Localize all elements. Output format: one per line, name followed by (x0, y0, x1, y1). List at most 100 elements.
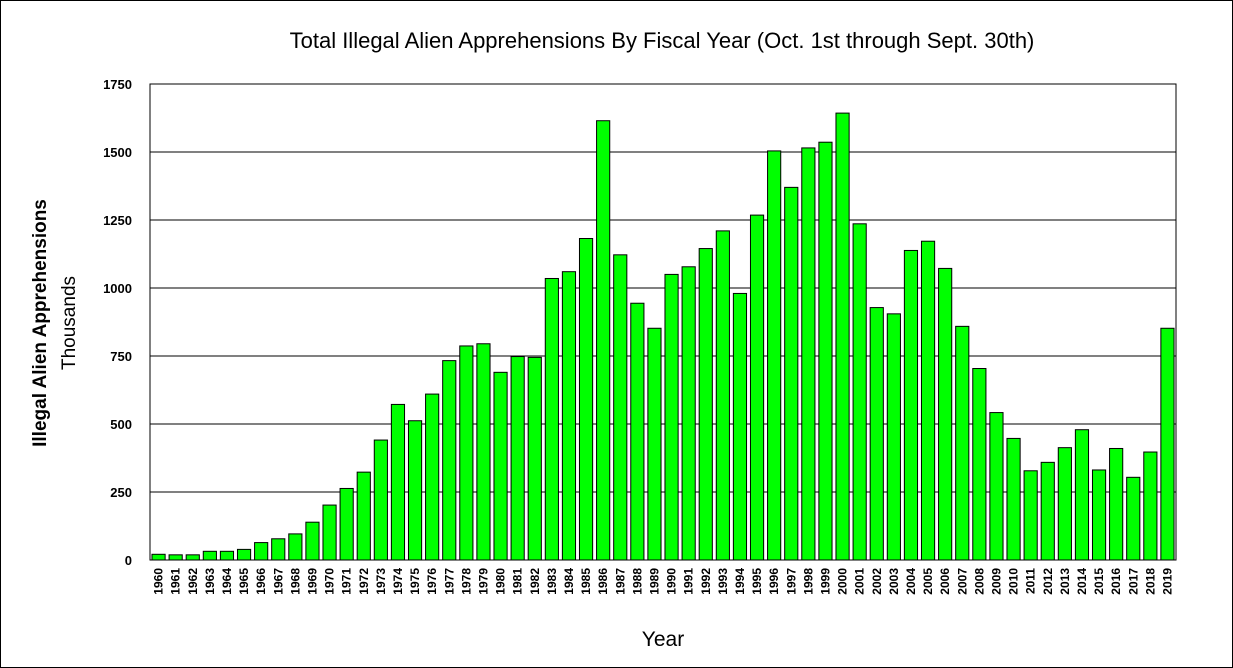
x-tick-label: 1961 (169, 568, 183, 595)
bar-1966 (254, 542, 269, 561)
bar-1975 (407, 420, 423, 561)
x-tick-labels: 1960 1961 1962 1963 1964 1965 1966 1967 1968 1969… (152, 568, 1175, 595)
x-tick-label: 1969 (305, 568, 319, 595)
x-tick-label: 1986 (596, 568, 610, 595)
bar-1992 (698, 248, 713, 561)
bar-2008 (972, 368, 987, 561)
x-tick-label: 2001 (853, 568, 867, 595)
bar-1990 (664, 273, 679, 561)
bar-1988 (630, 302, 645, 561)
x-tick-label: 1974 (391, 568, 405, 595)
bar-2015 (1091, 469, 1107, 561)
bar-2017 (1126, 476, 1141, 561)
x-tick-label: 1971 (340, 568, 354, 595)
x-tick-label: 2016 (1109, 568, 1123, 595)
bar-2010 (1006, 437, 1021, 561)
y-tick-label: 0 (125, 553, 132, 568)
bar-1980 (493, 371, 508, 561)
x-tick-label: 1987 (613, 568, 627, 595)
y-tick-label: 1000 (103, 281, 132, 296)
y-axis-label: Illegal Alien Apprehensions (30, 199, 51, 447)
y-tick-label: 750 (110, 349, 132, 364)
bar-1968 (288, 533, 303, 561)
bar-1989 (647, 327, 662, 561)
bar-1982 (527, 356, 542, 561)
bar-1964 (219, 550, 235, 561)
bar-1976 (425, 393, 440, 561)
bar-2001 (852, 223, 867, 561)
x-tick-label: 1989 (647, 568, 661, 595)
x-tick-label: 1973 (374, 568, 388, 595)
x-tick-label: 1985 (579, 568, 593, 595)
bar-1963 (202, 550, 217, 561)
bar-2002 (869, 307, 884, 561)
x-tick-label: 1980 (494, 568, 508, 595)
x-tick-label: 2005 (921, 568, 935, 595)
bar-1967 (271, 538, 286, 561)
bar-1974 (390, 403, 406, 561)
x-tick-label: 2012 (1041, 568, 1055, 595)
bar-1971 (339, 487, 354, 561)
bar-1995 (749, 214, 765, 561)
x-tick-label: 1967 (271, 568, 285, 595)
bar-1978 (459, 345, 474, 561)
x-tick-label: 2008 (972, 568, 986, 595)
bar-1997 (784, 186, 799, 561)
x-tick-label: 1995 (750, 568, 764, 595)
bar-1983 (544, 277, 559, 561)
x-tick-label: 1965 (237, 568, 251, 595)
y-tick-label: 1250 (103, 213, 132, 228)
x-tick-label: 1963 (203, 568, 217, 595)
bar-1987 (613, 254, 628, 561)
chart-title: Total Illegal Alien Apprehensions By Fis… (290, 28, 1035, 53)
x-tick-label: 2007 (955, 568, 969, 595)
x-tick-label: 1975 (408, 568, 422, 595)
bar-1981 (510, 356, 525, 561)
x-tick-label: 1984 (562, 568, 576, 595)
x-tick-label: 2018 (1143, 568, 1157, 595)
x-tick-label: 1968 (288, 568, 302, 595)
y-tick-label: 1750 (103, 77, 132, 92)
plot-area-border (149, 83, 1177, 561)
bar-1985 (578, 238, 594, 561)
bar-2011 (1023, 470, 1038, 561)
bar-2018 (1143, 451, 1158, 561)
bar-1973 (373, 439, 388, 561)
x-tick-label: 1990 (665, 568, 679, 595)
x-tick-label: 1960 (152, 568, 166, 595)
x-tick-label: 1981 (511, 568, 525, 595)
x-tick-label: 2006 (938, 568, 952, 595)
bar-1998 (801, 147, 816, 561)
bar-1969 (305, 521, 320, 561)
x-tick-label: 1997 (784, 568, 798, 595)
bar-2014 (1074, 429, 1090, 561)
x-tick-label: 1964 (220, 568, 234, 595)
bar-1965 (236, 548, 252, 561)
x-tick-label: 1994 (733, 568, 747, 595)
x-tick-label: 1983 (545, 568, 559, 595)
bars (151, 112, 1175, 561)
bar-1996 (767, 150, 782, 561)
x-tick-label: 1992 (699, 568, 713, 595)
x-tick-label: 2013 (1058, 568, 1072, 595)
x-tick-label: 1993 (716, 568, 730, 595)
bar-2013 (1057, 447, 1072, 561)
bar-2012 (1040, 461, 1055, 561)
x-tick-label: 2000 (836, 568, 850, 595)
bar-1979 (476, 343, 491, 561)
x-tick-label: 2003 (887, 568, 901, 595)
bar-2000 (835, 112, 850, 561)
bar-1972 (356, 471, 371, 561)
bar-1999 (818, 141, 833, 561)
y-axis-unit-label: Thousands (59, 276, 80, 370)
x-tick-label: 1970 (323, 568, 337, 595)
bar-1961 (168, 554, 183, 561)
x-tick-label: 1996 (767, 568, 781, 595)
y-tick-labels: 0 250 500 750 1000 1250 1500 1750 (103, 77, 132, 568)
bar-2004 (903, 249, 919, 561)
bar-1970 (322, 504, 337, 561)
x-tick-label: 1991 (682, 568, 696, 595)
x-tick-label: 2014 (1075, 568, 1089, 595)
y-tick-label: 500 (110, 417, 132, 432)
x-tick-label: 1979 (476, 568, 490, 595)
